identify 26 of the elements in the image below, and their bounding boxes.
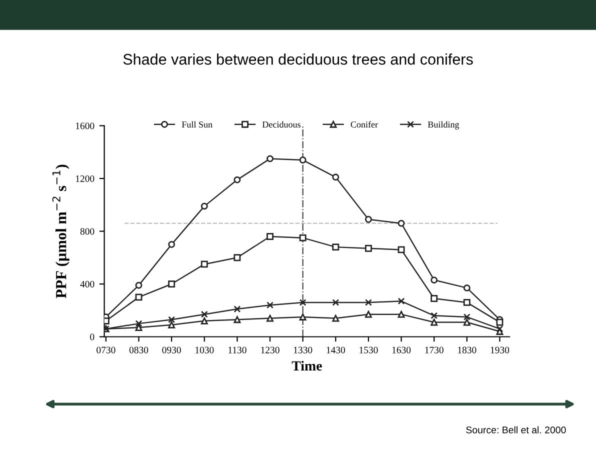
y-tick-label: 400 [80, 280, 94, 288]
x-tick-label: 0830 [129, 346, 148, 354]
x-tick-label: 1330 [294, 346, 312, 354]
x-tick-label: 1130 [228, 346, 246, 354]
legend-label: Conifer [350, 121, 378, 128]
x-tick-label: 1030 [196, 346, 214, 354]
x-tick-label: 1230 [261, 346, 280, 354]
x-tick-label: 1730 [425, 346, 444, 354]
chart-title: Shade varies between deciduous trees and conifers [123, 53, 473, 65]
x-tick-label: 0930 [162, 346, 181, 354]
source-note: Source: Bell et al. 2000 [466, 426, 566, 434]
x-tick-label: 1930 [490, 346, 510, 354]
x-tick-label: 0730 [96, 346, 116, 354]
x-tick-label: 1630 [392, 346, 411, 354]
y-tick-label: 1600 [76, 122, 94, 130]
x-tick-label: 1530 [360, 346, 378, 354]
y-tick-label: 0 [90, 334, 94, 340]
y-tick-label: 1200 [76, 175, 94, 182]
y-tick-label: 800 [80, 228, 94, 235]
y-axis-title: PPF (µmol m$^{−2}$ s$^{−1}$) [52, 164, 70, 298]
legend-label: Building [428, 121, 460, 130]
legend-label: Deciduous [262, 121, 300, 128]
legend-label: Full Sun [182, 121, 212, 128]
x-tick-label: 1830 [458, 346, 476, 354]
x-tick-label: 1430 [326, 346, 346, 354]
x-axis-title: Time [292, 360, 322, 371]
